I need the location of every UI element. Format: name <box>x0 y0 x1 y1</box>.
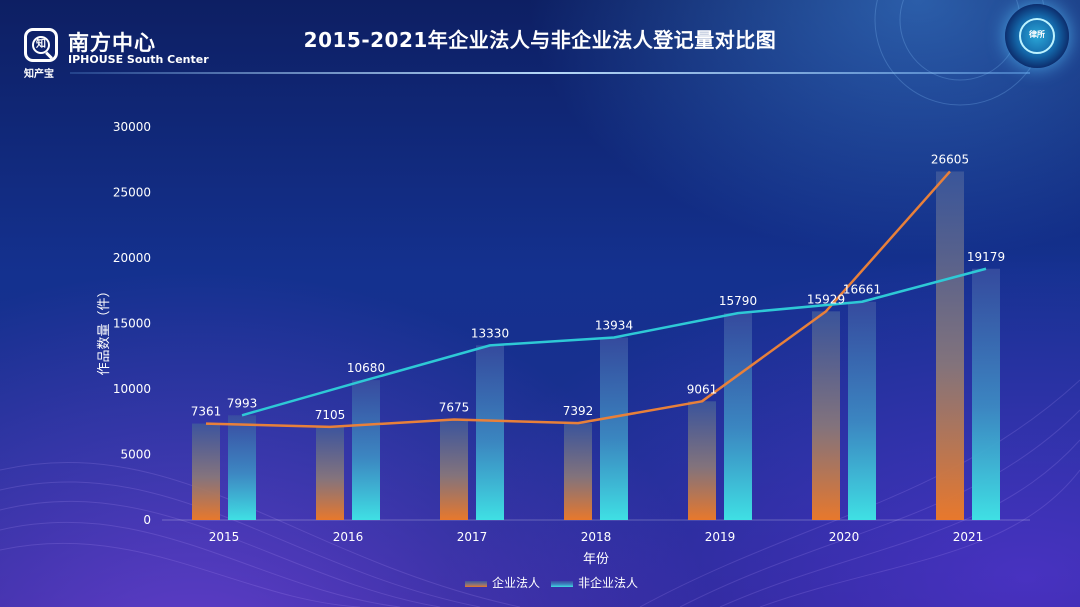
x-axis-title: 年份 <box>583 552 609 567</box>
logo-mark-glyph: 知 <box>32 36 50 54</box>
legend-swatch-enterprise <box>465 581 487 587</box>
x-tick-label: 2017 <box>457 530 488 544</box>
x-tick-label: 2021 <box>953 530 984 544</box>
bar-enterprise-2015 <box>192 423 220 520</box>
data-label-enterprise-2021: 26605 <box>931 152 969 166</box>
y-tick-label: 10000 <box>113 382 151 396</box>
y-tick-label: 20000 <box>113 251 151 265</box>
header-divider <box>70 72 1030 74</box>
y-tick-label: 0 <box>143 513 151 527</box>
x-tick-label: 2019 <box>705 530 736 544</box>
bar-non-enterprise-2017 <box>476 345 504 520</box>
y-tick-label: 25000 <box>113 186 151 200</box>
logo-english-name: IPHOUSE South Center <box>68 53 209 66</box>
logo-subtitle: 知产宝 <box>24 69 54 80</box>
data-label-non-enterprise-2019: 15790 <box>719 294 757 308</box>
data-label-non-enterprise-2018: 13934 <box>595 318 633 332</box>
logo-mark-icon: 知 <box>24 28 58 62</box>
brand-logo: 知 南方中心 IPHOUSE South Center 知产宝 <box>24 25 224 80</box>
y-axis-title: 作品数量（件） <box>97 284 112 375</box>
bar-non-enterprise-2021 <box>972 268 1000 520</box>
data-label-non-enterprise-2021: 19179 <box>967 250 1005 264</box>
bar-enterprise-2020 <box>812 311 840 520</box>
legend-label-non-enterprise: 非企业法人 <box>578 575 638 590</box>
data-label-non-enterprise-2016: 10680 <box>347 361 385 375</box>
y-tick-label: 15000 <box>113 317 151 331</box>
data-label-non-enterprise-2020: 16661 <box>843 283 881 297</box>
data-label-enterprise-2019: 9061 <box>687 382 718 396</box>
chart-title: 2015-2021年企业法人与非企业法人登记量对比图 <box>303 28 777 52</box>
data-label-non-enterprise-2017: 13330 <box>471 326 509 340</box>
logo-chinese-name: 南方中心 <box>68 31 156 55</box>
legend-swatch-non-enterprise <box>551 581 573 587</box>
y-tick-label: 5000 <box>120 448 151 462</box>
line-enterprise <box>205 170 951 429</box>
bar-non-enterprise-2020 <box>848 301 876 520</box>
badge-icon: 律所 <box>1005 4 1069 68</box>
data-label-non-enterprise-2015: 7993 <box>227 396 258 410</box>
bar-enterprise-2019 <box>688 401 716 520</box>
legend-label-enterprise: 企业法人 <box>492 575 540 590</box>
data-label-enterprise-2015: 7361 <box>191 405 222 419</box>
bar-enterprise-2016 <box>316 426 344 520</box>
data-label-enterprise-2016: 7105 <box>315 408 346 422</box>
line-non-enterprise <box>241 267 987 417</box>
bar-non-enterprise-2015 <box>228 415 256 520</box>
data-label-enterprise-2017: 7675 <box>439 400 470 414</box>
x-tick-label: 2015 <box>209 530 240 544</box>
badge-text: 律所 <box>1029 30 1045 39</box>
bar-enterprise-2017 <box>440 419 468 520</box>
data-label-enterprise-2018: 7392 <box>563 404 594 418</box>
bar-enterprise-2021 <box>936 171 964 521</box>
bar-non-enterprise-2018 <box>600 337 628 520</box>
x-tick-label: 2020 <box>829 530 860 544</box>
x-tick-label: 2018 <box>581 530 612 544</box>
data-label-enterprise-2020: 15929 <box>807 292 845 306</box>
bar-non-enterprise-2016 <box>352 380 380 520</box>
bar-non-enterprise-2019 <box>724 313 752 520</box>
bar-enterprise-2018 <box>564 423 592 520</box>
y-tick-label: 30000 <box>113 120 151 134</box>
x-tick-label: 2016 <box>333 530 364 544</box>
